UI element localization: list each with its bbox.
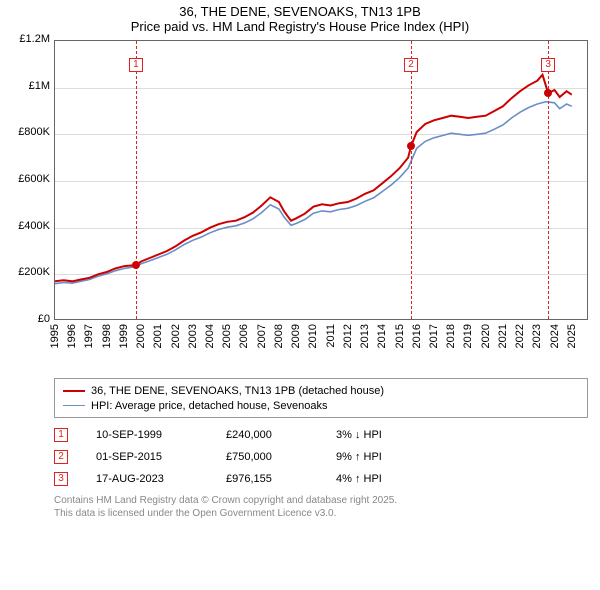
sale-point (407, 142, 415, 150)
y-axis-label: £800K (8, 126, 50, 138)
x-axis-label: 2022 (514, 324, 526, 348)
x-axis-label: 2000 (135, 324, 147, 348)
sales-price: £976,155 (226, 473, 336, 485)
sale-marker-box: 1 (129, 58, 143, 72)
sales-row: 3 17-AUG-2023£976,1554% ↑ HPI (54, 472, 588, 486)
sale-marker-box: 2 (404, 58, 418, 72)
y-axis-label: £1.2M (8, 33, 50, 45)
sales-date: 10-SEP-1999 (96, 429, 226, 441)
sale-marker-line (411, 41, 412, 319)
sale-marker-line (548, 41, 549, 319)
sales-price: £240,000 (226, 429, 336, 441)
sales-row: 1 10-SEP-1999£240,0003% ↓ HPI (54, 428, 588, 442)
x-axis-label: 2001 (152, 324, 164, 348)
y-axis-label: £600K (8, 173, 50, 185)
x-axis-label: 2009 (290, 324, 302, 348)
sales-date: 01-SEP-2015 (96, 451, 226, 463)
y-axis-label: £0 (8, 313, 50, 325)
sales-marker-num: 3 (54, 472, 68, 486)
x-axis-label: 2006 (238, 324, 250, 348)
x-axis-label: 1995 (49, 324, 61, 348)
y-axis-label: £400K (8, 220, 50, 232)
sales-marker-num: 2 (54, 450, 68, 464)
x-axis-label: 2002 (170, 324, 182, 348)
x-axis-label: 2014 (376, 324, 388, 348)
x-axis-label: 2015 (394, 324, 406, 348)
x-axis-label: 1997 (83, 324, 95, 348)
footer-line-1: Contains HM Land Registry data © Crown c… (54, 494, 588, 507)
x-axis-label: 2016 (411, 324, 423, 348)
legend: 36, THE DENE, SEVENOAKS, TN13 1PB (detac… (54, 378, 588, 418)
legend-row: 36, THE DENE, SEVENOAKS, TN13 1PB (detac… (63, 383, 579, 398)
legend-label: HPI: Average price, detached house, Seve… (91, 400, 327, 412)
legend-label: 36, THE DENE, SEVENOAKS, TN13 1PB (detac… (91, 385, 384, 397)
sale-point (544, 89, 552, 97)
x-axis-label: 2013 (359, 324, 371, 348)
x-axis-label: 2023 (531, 324, 543, 348)
x-axis-label: 2005 (221, 324, 233, 348)
x-axis-label: 2019 (462, 324, 474, 348)
sale-marker-line (136, 41, 137, 319)
sales-price: £750,000 (226, 451, 336, 463)
sale-point (132, 261, 140, 269)
legend-swatch (63, 405, 85, 407)
x-axis-label: 2012 (342, 324, 354, 348)
sales-row: 2 01-SEP-2015£750,0009% ↑ HPI (54, 450, 588, 464)
chart-area: 123£0£200K£400K£600K£800K£1M£1.2M1995199… (8, 40, 592, 372)
legend-swatch (63, 390, 85, 392)
sales-marker-num: 1 (54, 428, 68, 442)
x-axis-label: 1996 (66, 324, 78, 348)
plot-area: 1 2 3 (54, 40, 588, 320)
sale-marker-box: 3 (541, 58, 555, 72)
sales-diff: 4% ↑ HPI (336, 473, 436, 485)
x-axis-label: 2007 (256, 324, 268, 348)
x-axis-label: 2003 (187, 324, 199, 348)
y-axis-label: £200K (8, 266, 50, 278)
chart-container: 36, THE DENE, SEVENOAKS, TN13 1PB Price … (0, 0, 600, 590)
x-axis-label: 2008 (273, 324, 285, 348)
sales-diff: 9% ↑ HPI (336, 451, 436, 463)
sales-date: 17-AUG-2023 (96, 473, 226, 485)
x-axis-label: 2004 (204, 324, 216, 348)
x-axis-label: 2011 (325, 324, 337, 348)
x-axis-label: 2018 (445, 324, 457, 348)
series-line (55, 102, 572, 284)
footer: Contains HM Land Registry data © Crown c… (54, 494, 588, 520)
title-subtitle: Price paid vs. HM Land Registry's House … (10, 19, 590, 34)
x-axis-label: 1999 (118, 324, 130, 348)
footer-line-2: This data is licensed under the Open Gov… (54, 507, 588, 520)
x-axis-label: 2010 (307, 324, 319, 348)
x-axis-label: 2024 (549, 324, 561, 348)
x-axis-label: 2020 (480, 324, 492, 348)
title-address: 36, THE DENE, SEVENOAKS, TN13 1PB (10, 4, 590, 19)
sales-diff: 3% ↓ HPI (336, 429, 436, 441)
x-axis-label: 1998 (101, 324, 113, 348)
series-line (55, 75, 572, 281)
x-axis-label: 2025 (566, 324, 578, 348)
x-axis-label: 2021 (497, 324, 509, 348)
y-axis-label: £1M (8, 80, 50, 92)
legend-row: HPI: Average price, detached house, Seve… (63, 398, 579, 413)
title-block: 36, THE DENE, SEVENOAKS, TN13 1PB Price … (0, 0, 600, 36)
sales-table: 1 10-SEP-1999£240,0003% ↓ HPI 2 01-SEP-2015… (54, 428, 588, 486)
x-axis-label: 2017 (428, 324, 440, 348)
